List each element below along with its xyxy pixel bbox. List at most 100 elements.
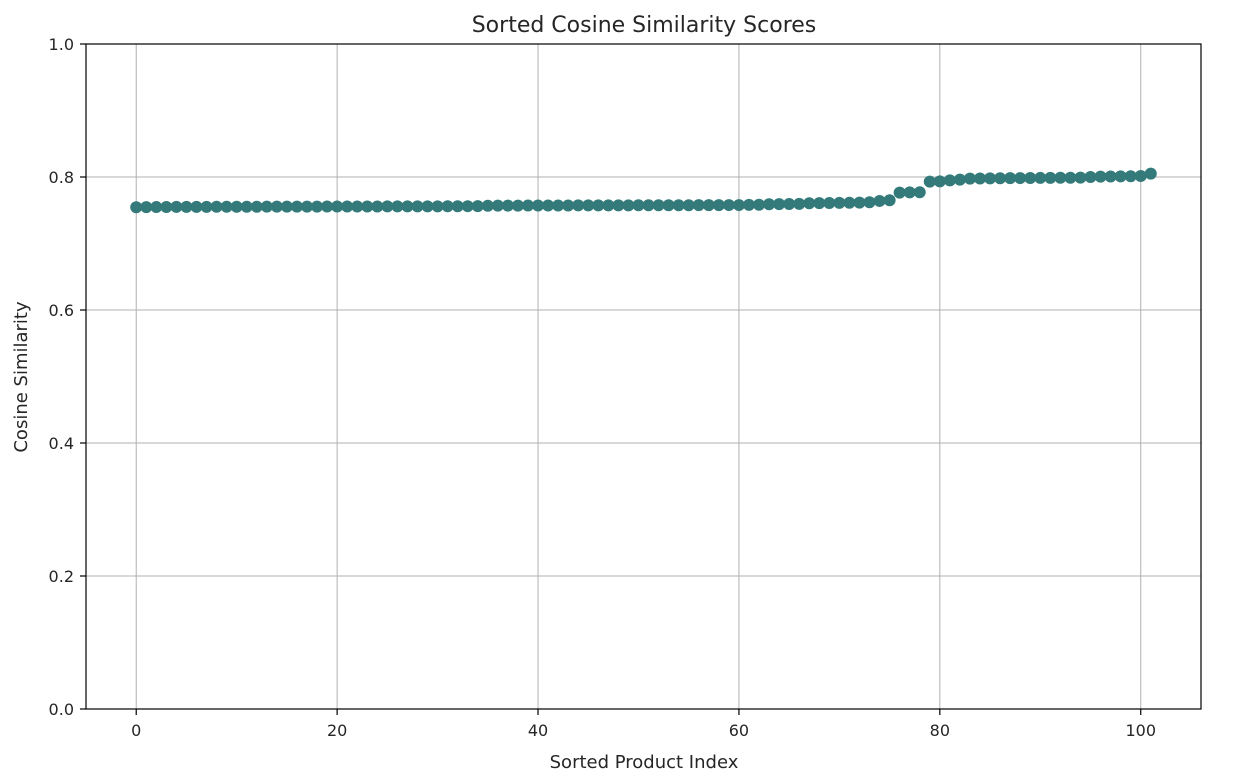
data-point xyxy=(210,200,223,213)
x-tick-label: 0 xyxy=(131,721,141,740)
data-point xyxy=(1144,167,1157,180)
data-point xyxy=(190,200,203,213)
data-point xyxy=(602,199,615,212)
data-point xyxy=(140,201,153,214)
data-point xyxy=(652,199,665,212)
data-point xyxy=(381,200,394,213)
data-point xyxy=(220,200,233,213)
data-point xyxy=(451,200,464,213)
data-point xyxy=(742,198,755,211)
data-point xyxy=(421,200,434,213)
y-tick-label: 1.0 xyxy=(49,35,74,54)
data-point xyxy=(280,200,293,213)
data-point xyxy=(170,200,183,213)
x-axis: 0 20 40 60 80 100 xyxy=(131,709,1156,740)
data-point xyxy=(803,197,816,210)
data-point xyxy=(401,200,414,213)
data-point xyxy=(230,200,243,213)
data-point xyxy=(300,200,313,213)
data-point xyxy=(1054,171,1067,184)
x-tick-label: 20 xyxy=(327,721,347,740)
data-point xyxy=(1034,171,1047,184)
data-point xyxy=(632,199,645,212)
data-point xyxy=(1024,171,1037,184)
data-point xyxy=(200,200,213,213)
data-point xyxy=(1134,170,1147,183)
data-point xyxy=(753,198,766,211)
data-point xyxy=(963,172,976,185)
data-point xyxy=(290,200,303,213)
y-tick-label: 0.0 xyxy=(49,700,74,719)
data-point xyxy=(411,200,424,213)
x-tick-label: 100 xyxy=(1125,721,1156,740)
data-point xyxy=(311,200,324,213)
data-point xyxy=(873,194,886,207)
data-point xyxy=(1004,172,1017,185)
data-point xyxy=(471,200,484,213)
gridlines xyxy=(86,43,1201,710)
data-point xyxy=(441,200,454,213)
data-point xyxy=(722,199,735,212)
data-point xyxy=(853,196,866,209)
data-point xyxy=(1064,171,1077,184)
data-point xyxy=(883,194,896,207)
y-tick-label: 0.6 xyxy=(49,301,74,320)
data-point xyxy=(542,199,555,212)
y-axis: 0.0 0.2 0.4 0.6 0.8 1.0 xyxy=(49,35,86,719)
data-point xyxy=(582,199,595,212)
data-point xyxy=(572,199,585,212)
data-point xyxy=(501,199,514,212)
x-axis-label: Sorted Product Index xyxy=(550,752,739,773)
data-point xyxy=(1094,170,1107,183)
data-point xyxy=(953,173,966,186)
data-point xyxy=(521,199,534,212)
data-point xyxy=(1084,171,1097,183)
data-point xyxy=(893,186,906,199)
data-point xyxy=(692,199,705,212)
chart-title: Sorted Cosine Similarity Scores xyxy=(472,13,817,38)
data-point xyxy=(712,199,725,212)
data-point xyxy=(783,197,796,210)
data-point xyxy=(793,197,806,210)
data-point xyxy=(341,200,354,213)
data-point xyxy=(562,199,575,212)
data-point xyxy=(1104,170,1117,183)
data-point xyxy=(833,196,846,209)
data-point xyxy=(994,172,1007,185)
data-point xyxy=(180,200,193,213)
data-point xyxy=(903,186,916,199)
data-point xyxy=(461,200,474,213)
data-point xyxy=(1044,171,1057,184)
data-point xyxy=(511,199,524,212)
data-point xyxy=(813,197,826,210)
data-point xyxy=(1074,171,1087,184)
data-point xyxy=(773,198,786,211)
data-point xyxy=(321,200,334,213)
data-point xyxy=(371,200,384,213)
data-point xyxy=(702,199,715,212)
data-points xyxy=(130,167,1157,214)
data-point xyxy=(130,201,143,214)
y-axis-label: Cosine Similarity xyxy=(11,301,32,453)
data-point xyxy=(240,200,253,213)
x-tick-label: 60 xyxy=(729,721,749,740)
data-point xyxy=(431,200,444,213)
data-point xyxy=(763,198,776,211)
data-point xyxy=(974,172,987,185)
data-point xyxy=(391,200,404,213)
y-tick-label: 0.4 xyxy=(49,434,74,453)
data-point xyxy=(150,201,163,214)
data-point xyxy=(622,199,635,212)
data-point xyxy=(732,199,745,212)
data-point xyxy=(913,186,926,199)
data-point xyxy=(491,199,504,212)
data-point xyxy=(612,199,625,212)
data-point xyxy=(984,172,997,185)
data-point xyxy=(351,200,364,213)
data-point xyxy=(532,199,545,212)
data-point xyxy=(160,200,173,213)
data-point xyxy=(250,200,263,213)
data-point xyxy=(682,199,695,212)
data-point xyxy=(1114,170,1127,183)
x-tick-label: 40 xyxy=(528,721,548,740)
